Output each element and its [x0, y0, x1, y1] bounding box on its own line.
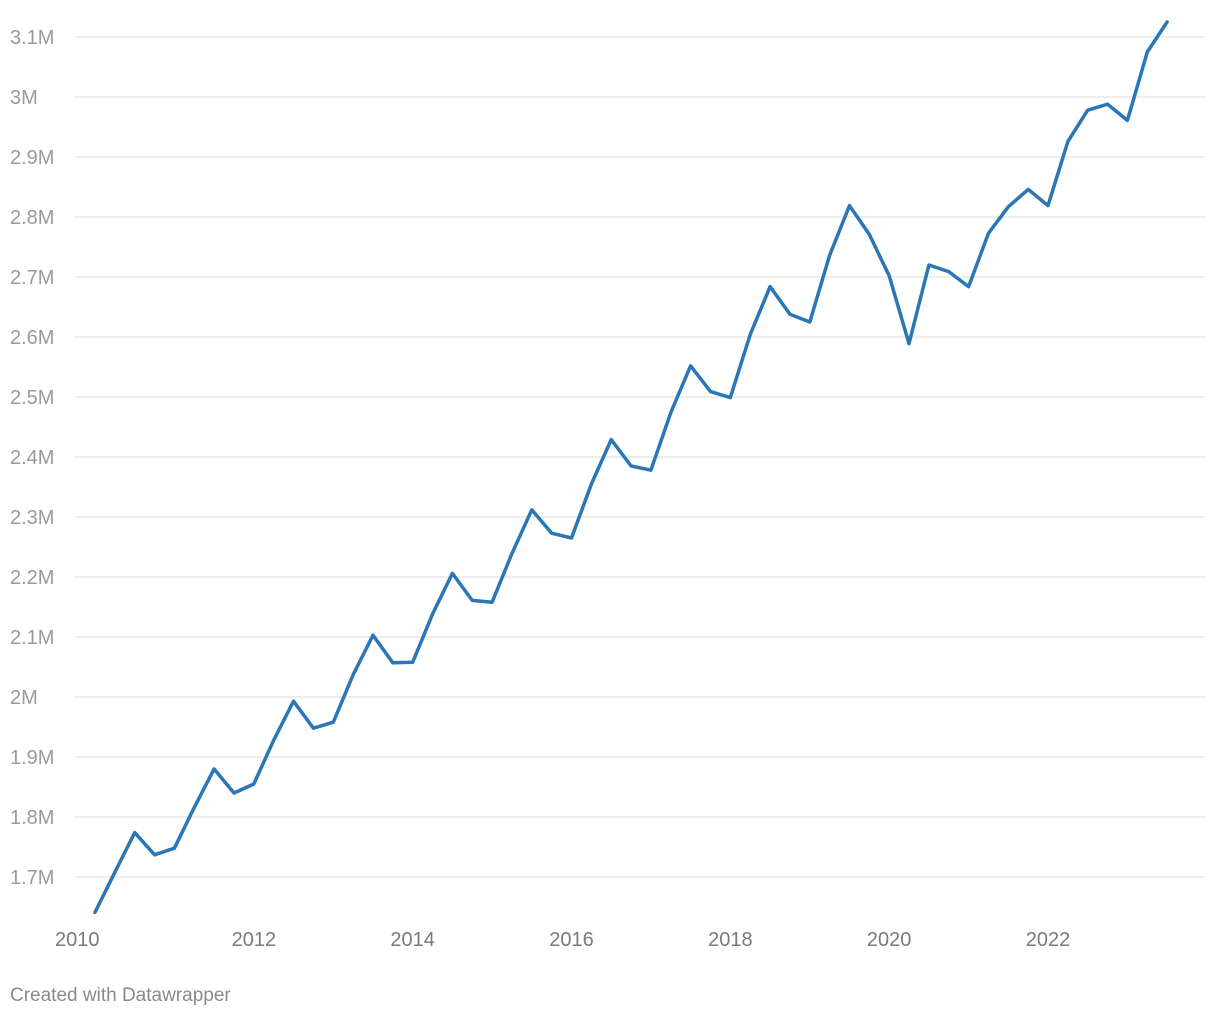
y-tick-label: 3.1M: [10, 27, 54, 49]
series-lines: [93, 20, 1169, 915]
x-tick-label: 2022: [1026, 929, 1071, 951]
x-tick-label: 2018: [708, 929, 753, 951]
y-tick-label: 2.6M: [10, 327, 54, 349]
y-tick-label: 3M: [10, 87, 38, 109]
y-axis-tick-labels: 1.7M 1.8M 1.9M 2M 2.1M 2.2M 2.3M 2.4M 2.5M 2.6M 2.…: [10, 27, 54, 889]
y-tick-label: 1.7M: [10, 867, 54, 889]
y-tick-label: 1.9M: [10, 747, 54, 769]
x-tick-label: 2020: [867, 929, 912, 951]
y-tick-label: 2.9M: [10, 147, 54, 169]
x-axis-tick-labels: 2010 2012 2014 2016 2018 2020 2022: [55, 929, 1070, 951]
x-tick-label: 2012: [232, 929, 277, 951]
x-tick-label: 2016: [549, 929, 594, 951]
series-line: [93, 20, 1169, 915]
gridlines: [75, 36, 1205, 878]
y-tick-label: 2.5M: [10, 387, 54, 409]
x-tick-label: 2014: [390, 929, 435, 951]
datawrapper-credit: Created with Datawrapper: [10, 985, 231, 1006]
y-tick-label: 2.2M: [10, 567, 54, 589]
y-tick-label: 2.3M: [10, 507, 54, 529]
y-tick-label: 1.8M: [10, 807, 54, 829]
y-tick-label: 2.4M: [10, 447, 54, 469]
y-tick-label: 2M: [10, 687, 38, 709]
y-tick-label: 2.7M: [10, 267, 54, 289]
x-tick-label: 2010: [55, 929, 100, 951]
y-tick-label: 2.8M: [10, 207, 54, 229]
y-tick-label: 2.1M: [10, 627, 54, 649]
